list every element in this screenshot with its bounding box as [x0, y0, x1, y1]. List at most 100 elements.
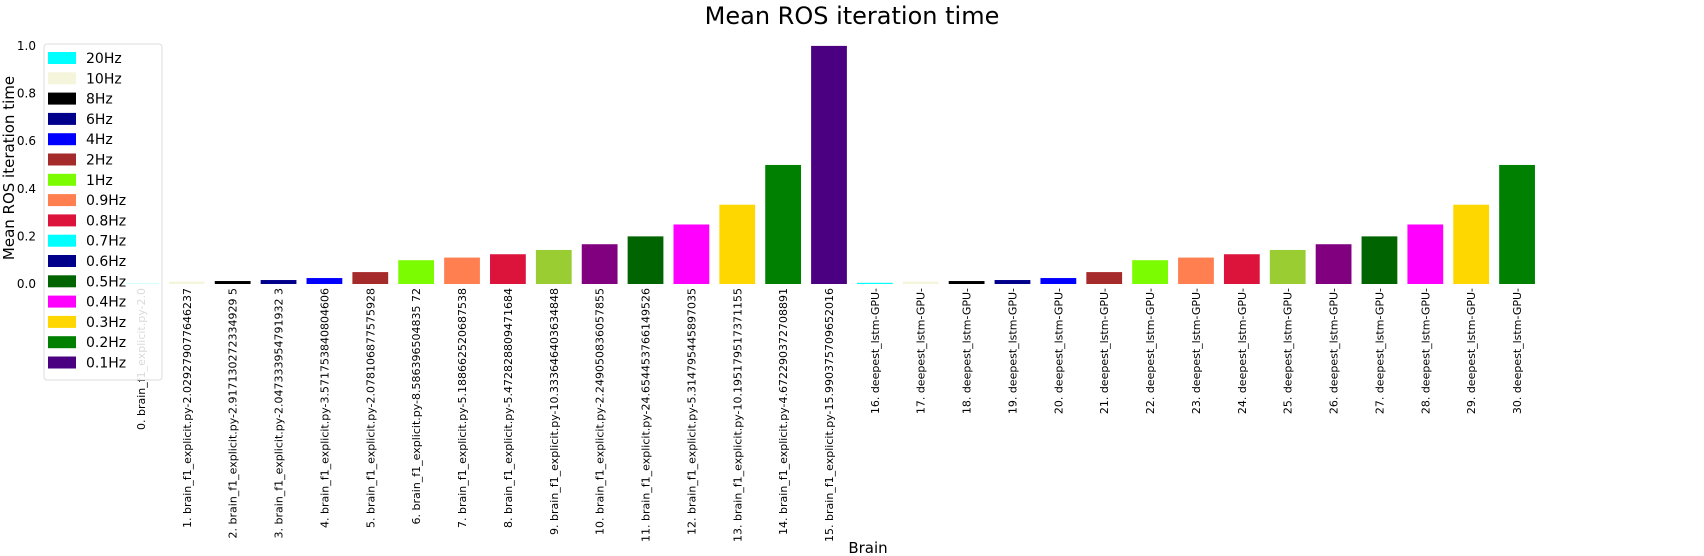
- bar: [811, 45, 847, 285]
- legend-swatch: [48, 194, 76, 207]
- x-tick-label: 20. deepest_lstm-GPU-: [1052, 288, 1065, 414]
- bar: [1178, 257, 1214, 284]
- x-tick-label: 2. brain_f1_explicit.py-2.91713027233492…: [227, 288, 240, 538]
- x-tick-label: 12. brain_f1_explicit.py-5.3147954458970…: [685, 288, 698, 535]
- bar: [168, 281, 205, 284]
- legend-swatch: [48, 52, 76, 64]
- legend-label: 0.4Hz: [86, 295, 126, 311]
- bar: [1086, 272, 1123, 284]
- x-tick-label: 8. brain_f1_explicit.py-5.47282880947168…: [502, 288, 515, 528]
- x-tick-label: 7. brain_f1_explicit.py-5.18866252068753…: [456, 288, 469, 528]
- bars: [123, 45, 1535, 285]
- legend-label: 2Hz: [86, 153, 113, 169]
- x-tick-label: 9. brain_f1_explicit.py-10.3336464036348…: [548, 288, 561, 535]
- bar: [627, 236, 664, 284]
- x-tick-label: 14. brain_f1_explicit.py-4.6722903727088…: [777, 288, 790, 535]
- bar: [673, 224, 710, 284]
- y-axis-ticks: 0.0 0.2 0.4 0.6 0.8 1.0: [17, 39, 36, 291]
- legend-label: 10Hz: [86, 71, 122, 87]
- bar: [352, 272, 389, 284]
- legend-swatch: [48, 356, 76, 369]
- x-axis-label: Brain: [848, 539, 887, 556]
- bar: [856, 282, 893, 284]
- y-tick-label: 0.0: [17, 277, 36, 291]
- legend-swatch: [48, 133, 76, 146]
- x-tick-label: 24. deepest_lstm-GPU-: [1236, 288, 1249, 414]
- bar: [1499, 164, 1535, 284]
- y-tick-label: 0.2: [17, 229, 36, 243]
- x-tick-label: 3. brain_f1_explicit.py-2.04733395479193…: [273, 288, 286, 538]
- bar: [1361, 236, 1398, 284]
- x-tick-label: 21. deepest_lstm-GPU-: [1098, 288, 1111, 414]
- legend-swatch: [48, 173, 76, 186]
- y-axis-label: Mean ROS iteration time: [0, 76, 18, 260]
- legend-label: 6Hz: [86, 112, 113, 128]
- legend-label: 0.8Hz: [86, 213, 126, 229]
- x-tick-label: 1. brain_f1_explicit.py-2.02927907764623…: [181, 288, 194, 528]
- chart-title: Mean ROS iteration time: [705, 2, 1000, 30]
- bar: [444, 257, 480, 284]
- x-tick-label: 28. deepest_lstm-GPU-: [1419, 288, 1432, 414]
- bar: [765, 164, 802, 284]
- bar: [1269, 249, 1306, 284]
- y-tick-label: 0.4: [17, 182, 36, 196]
- x-tick-label: 22. deepest_lstm-GPU-: [1144, 288, 1157, 414]
- x-tick-label: 15. brain_f1_explicit.py-15.990375709652…: [823, 288, 836, 542]
- x-tick-label: 5. brain_f1_explicit.py-2.07810687757592…: [364, 288, 377, 528]
- legend-swatch: [48, 153, 76, 166]
- bar: [1315, 244, 1352, 284]
- x-tick-label: 23. deepest_lstm-GPU-: [1190, 288, 1203, 414]
- legend-swatch: [48, 255, 76, 267]
- legend-swatch: [48, 315, 76, 328]
- bar: [948, 281, 985, 284]
- legend-label: 0.3Hz: [86, 315, 126, 331]
- x-tick-label: 11. brain_f1_explicit.py-24.654453766149…: [640, 288, 653, 542]
- x-tick-label: 25. deepest_lstm-GPU-: [1282, 288, 1295, 414]
- x-tick-label: 27. deepest_lstm-GPU-: [1373, 288, 1386, 414]
- x-tick-label: 13. brain_f1_explicit.py-10.195179517371…: [731, 288, 744, 542]
- legend-swatch: [48, 295, 76, 308]
- legend-label: 0.7Hz: [86, 234, 126, 250]
- x-tick-label: 10. brain_f1_explicit.py-2.2490508360578…: [594, 288, 607, 535]
- bar: [994, 280, 1031, 284]
- x-tick-label: 6. brain_f1_explicit.py-8.586396504835 7…: [410, 288, 423, 524]
- x-tick-label: 18. deepest_lstm-GPU-: [961, 288, 974, 414]
- x-tick-label: 26. deepest_lstm-GPU-: [1328, 288, 1341, 414]
- x-tick-label: 30. deepest_lstm-GPU-: [1511, 288, 1524, 414]
- bar: [1223, 254, 1260, 284]
- x-axis-ticks: 0. brain_f1_explicit.py-2.01. brain_f1_e…: [135, 288, 1524, 542]
- legend-swatch: [48, 336, 76, 349]
- legend-swatch: [48, 112, 76, 125]
- bar: [1453, 204, 1490, 284]
- legend-label: 4Hz: [86, 132, 113, 148]
- y-tick-label: 1.0: [17, 39, 36, 53]
- bar: [306, 278, 343, 284]
- bar: [719, 204, 756, 284]
- x-tick-label: 19. deepest_lstm-GPU-: [1006, 288, 1019, 414]
- bar: [214, 281, 251, 284]
- legend-label: 1Hz: [86, 173, 113, 189]
- legend-label: 8Hz: [86, 92, 113, 108]
- legend-swatch: [48, 275, 76, 288]
- bar: [1407, 224, 1444, 284]
- legend-label: 0.5Hz: [86, 274, 126, 290]
- legend-label: 0.6Hz: [86, 254, 126, 270]
- legend-label: 0.9Hz: [86, 193, 126, 209]
- bar: [1132, 260, 1168, 284]
- bar: [902, 281, 939, 284]
- bar: [260, 280, 297, 284]
- legend-label: 0.1Hz: [86, 356, 126, 372]
- x-tick-label: 4. brain_f1_explicit.py-3.57175384080460…: [318, 288, 331, 528]
- x-tick-label: 29. deepest_lstm-GPU-: [1465, 288, 1478, 414]
- legend-swatch: [48, 92, 76, 105]
- bar: [1040, 278, 1077, 284]
- legend-swatch: [48, 214, 76, 227]
- bar: [398, 260, 435, 284]
- y-tick-label: 0.6: [17, 134, 36, 148]
- bar: [581, 244, 618, 284]
- y-tick-label: 0.8: [17, 87, 36, 101]
- legend-label: 20Hz: [86, 51, 122, 67]
- bar: [490, 254, 526, 284]
- x-tick-label: 17. deepest_lstm-GPU-: [915, 288, 928, 414]
